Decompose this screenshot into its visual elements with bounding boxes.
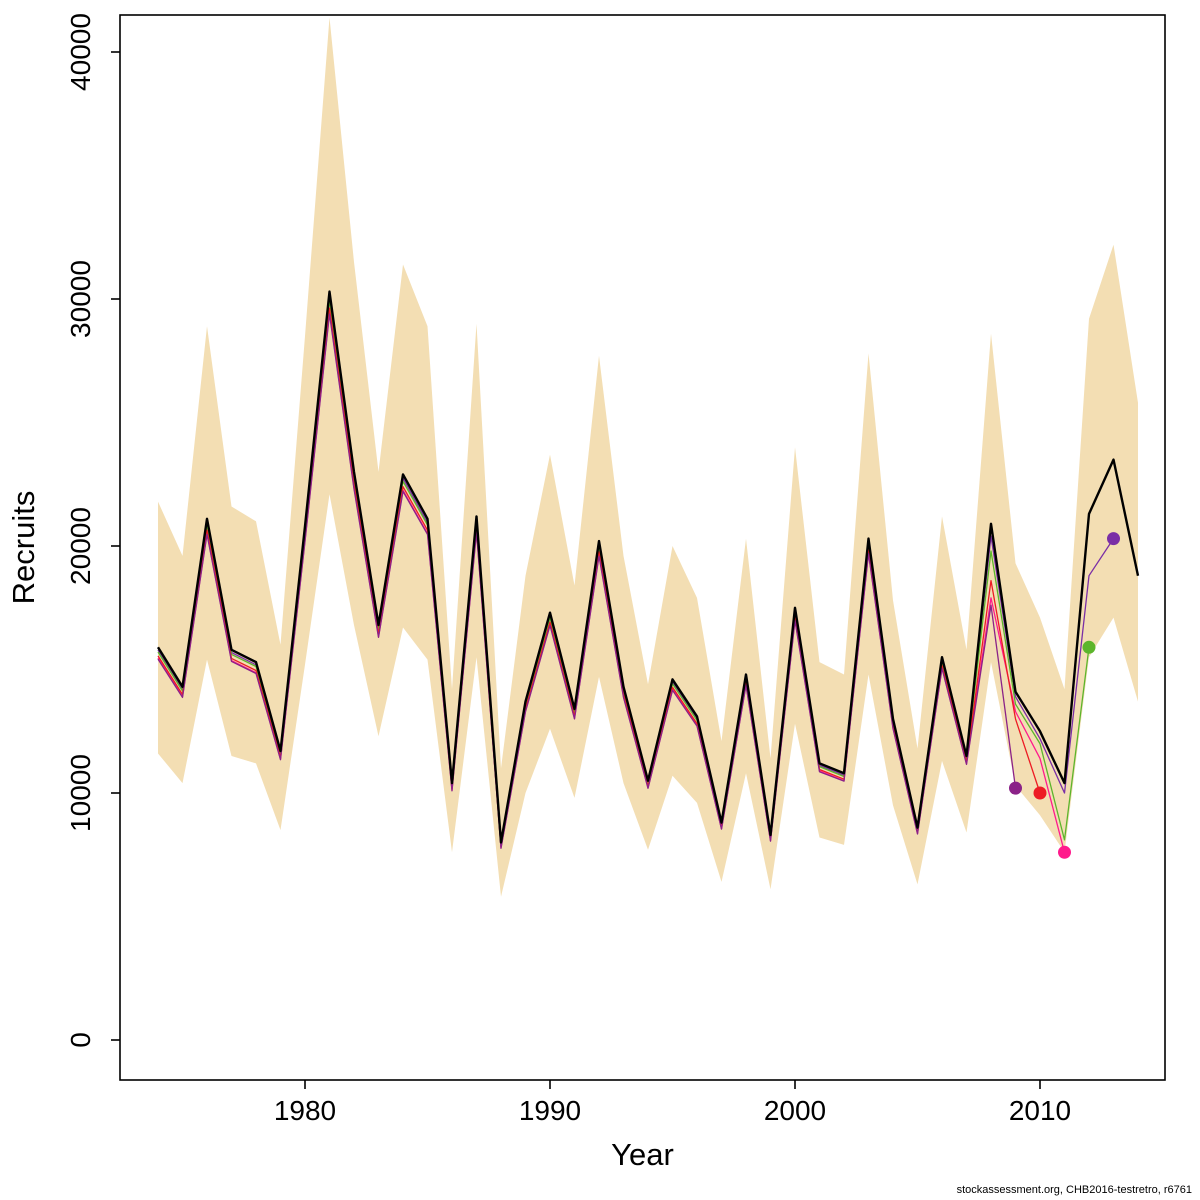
peel-2012-end-dot — [1082, 640, 1096, 654]
plot-box — [119, 14, 1166, 1081]
y-tick-label: 30000 — [65, 260, 96, 338]
x-tick-label: 1990 — [519, 1095, 581, 1126]
peel-2009-line — [157, 313, 1017, 849]
peel-2011-end-dot — [1058, 845, 1071, 859]
footer-credit: stockassessment.org, CHB2016-testretro, … — [956, 1184, 1192, 1196]
x-tick-label: 2010 — [1009, 1095, 1071, 1126]
x-tick-label: 2000 — [764, 1095, 826, 1126]
peel-2009-end-dot — [1009, 781, 1022, 795]
x-tick-label: 1980 — [274, 1095, 336, 1126]
peel-2013-end-dot — [1107, 532, 1120, 546]
y-axis-title: Recruits — [6, 491, 41, 605]
x-axis-title: Year — [611, 1137, 674, 1172]
confidence-band — [158, 17, 1138, 897]
y-tick-label: 20000 — [65, 507, 96, 585]
y-tick-label: 10000 — [65, 754, 96, 832]
peel-2010-end-dot — [1033, 786, 1047, 800]
base-run-line — [156, 290, 1140, 844]
y-tick-label: 0 — [65, 1032, 96, 1048]
y-tick-label: 40000 — [65, 13, 96, 91]
